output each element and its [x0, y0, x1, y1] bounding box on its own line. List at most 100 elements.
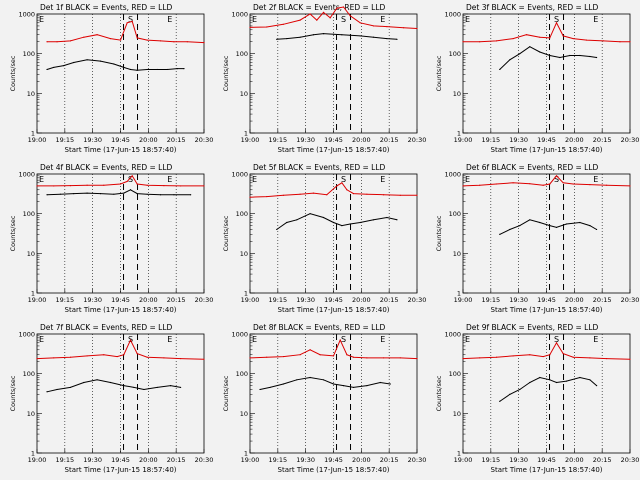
events-point	[341, 225, 343, 227]
lld-point	[629, 358, 631, 360]
x-tick-label: 20:30	[195, 296, 213, 304]
series-events	[276, 213, 398, 230]
events-point	[499, 68, 501, 71]
events-point	[396, 219, 398, 221]
y-tick-label: 1000	[444, 11, 461, 19]
y-tick-label: 1000	[231, 331, 248, 339]
x-tick-label: 19:45	[111, 456, 130, 464]
events-point	[170, 385, 172, 387]
events-point	[259, 388, 261, 391]
lld-point	[249, 196, 251, 198]
x-tick-label: 19:45	[324, 136, 343, 144]
marker-e-right: E	[167, 15, 172, 24]
events-point	[312, 34, 315, 36]
x-tick-label: 19:15	[268, 296, 287, 304]
lld-point	[619, 41, 621, 43]
chart-title: Det 4f BLACK = Events, RED = LLD	[40, 163, 173, 172]
lld-point	[462, 41, 464, 43]
events-point	[499, 233, 501, 236]
x-tick-label: 19:45	[324, 456, 343, 464]
events-point	[539, 221, 541, 224]
chart-title: Det 2f BLACK = Events, RED = LLD	[253, 3, 386, 12]
events-point	[596, 385, 598, 387]
events-point	[549, 225, 551, 227]
lld-point	[589, 184, 591, 186]
x-tick-label: 20:00	[352, 296, 371, 304]
y-tick-label: 1000	[444, 171, 461, 179]
marker-e-left: E	[39, 335, 44, 344]
lld-point	[479, 41, 481, 43]
x-tick-label: 20:30	[408, 456, 426, 464]
y-tick-label: 1	[31, 450, 35, 458]
events-point	[146, 68, 148, 71]
x-axis-label: Start Time (17-Jun-15 18:57:40)	[278, 466, 390, 474]
x-axis-label: Start Time (17-Jun-15 18:57:40)	[491, 306, 603, 314]
lld-point	[349, 15, 351, 17]
events-point	[46, 68, 48, 71]
y-tick-label: 1	[457, 290, 461, 298]
lld-point	[462, 185, 464, 187]
x-tick-label: 19:30	[83, 456, 102, 464]
marker-e-right: E	[380, 335, 385, 344]
marker-s: S	[128, 15, 133, 24]
y-axis-label: Counts/sec	[9, 215, 17, 251]
y-tick-label: 1000	[18, 171, 35, 179]
events-point	[579, 54, 581, 57]
x-tick-label: 20:00	[139, 296, 158, 304]
events-point	[159, 194, 162, 196]
events-point	[309, 213, 311, 215]
lld-point	[126, 180, 128, 183]
lld-point	[386, 26, 388, 28]
marker-s: S	[341, 175, 346, 184]
x-tick-label: 19:15	[55, 136, 74, 144]
y-tick-label: 1	[244, 290, 248, 298]
events-point	[529, 219, 531, 221]
lld-point	[136, 353, 138, 355]
events-point	[46, 391, 48, 393]
x-tick-label: 19:00	[241, 456, 260, 464]
y-tick-label: 100	[449, 210, 461, 218]
lld-point	[542, 184, 544, 186]
series-events	[276, 33, 398, 40]
marker-e-right: E	[167, 175, 172, 184]
plot-frame	[36, 333, 205, 454]
lld-point	[383, 194, 385, 196]
events-point	[183, 68, 185, 70]
x-tick-label: 19:30	[296, 456, 315, 464]
lld-point	[131, 20, 133, 23]
lld-point	[336, 185, 338, 187]
lld-point	[180, 357, 182, 360]
marker-s: S	[341, 15, 346, 24]
x-axis-label: Start Time (17-Jun-15 18:57:40)	[65, 466, 177, 474]
events-point	[146, 193, 148, 195]
lld-point	[86, 355, 88, 357]
events-point	[53, 66, 55, 69]
events-point	[156, 68, 158, 71]
x-tick-label: 19:30	[509, 136, 528, 144]
lld-point	[562, 35, 564, 37]
y-tick-label: 1	[31, 130, 35, 138]
x-tick-label: 20:15	[380, 296, 399, 304]
events-point	[113, 63, 115, 65]
events-point	[123, 192, 125, 194]
lld-point	[299, 354, 301, 356]
events-point	[156, 386, 158, 389]
lld-point	[203, 42, 205, 44]
events-point	[509, 393, 511, 396]
lld-point	[46, 41, 48, 43]
detector-panel: Det 3f BLACK = Events, RED = LLD 19:00 19:…	[435, 3, 639, 154]
plot-frame	[249, 173, 418, 294]
lld-point	[529, 354, 531, 356]
lld-point	[495, 356, 497, 358]
lld-point	[129, 339, 132, 341]
events-point	[86, 59, 88, 61]
series-events	[259, 376, 391, 390]
lld-point	[555, 342, 558, 344]
events-point	[99, 60, 102, 62]
lld-point	[341, 182, 343, 184]
events-point	[129, 189, 132, 191]
series-events	[46, 59, 184, 71]
x-tick-label: 19:00	[28, 456, 47, 464]
events-point	[322, 216, 325, 219]
events-point	[366, 385, 368, 387]
